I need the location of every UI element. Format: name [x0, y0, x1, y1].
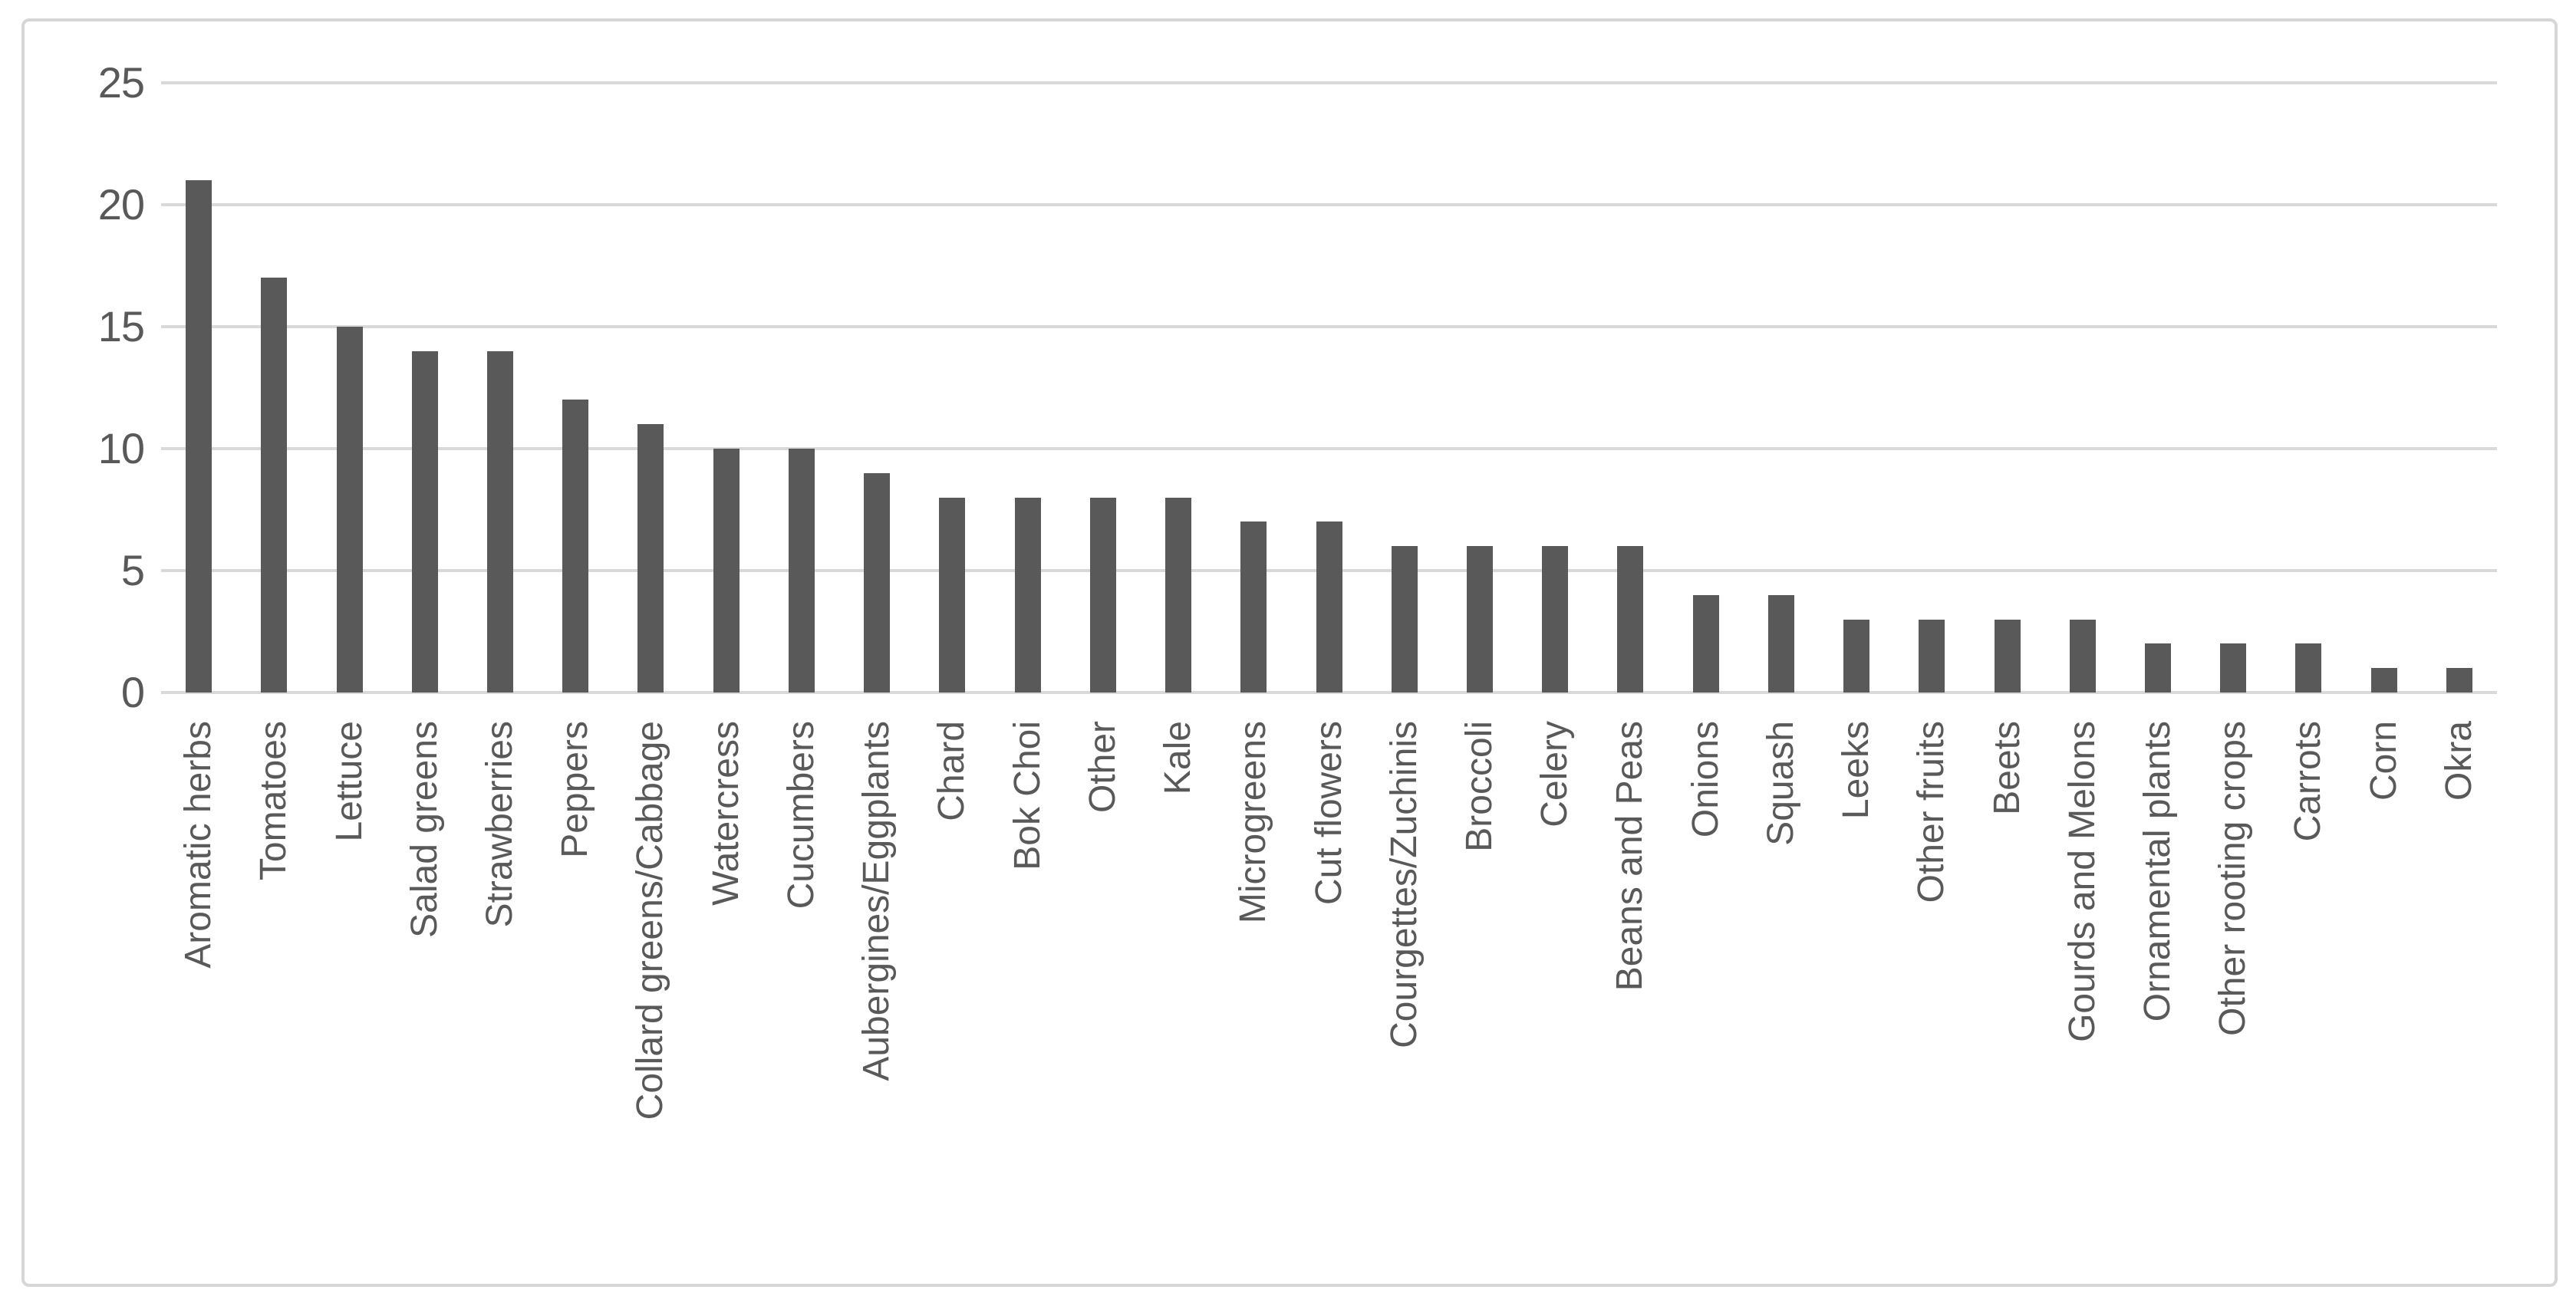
bar — [1089, 497, 1116, 693]
bar — [1542, 546, 1569, 693]
bar — [2446, 668, 2472, 693]
bar — [2069, 619, 2096, 693]
x-axis-category-label: Other fruits — [1911, 721, 1952, 903]
bar — [411, 350, 438, 693]
x-axis-category-label: Chard — [931, 721, 973, 821]
x-axis-category-label: Cucumbers — [780, 721, 822, 910]
x-axis-category-label: Aubergines/Eggplants — [856, 721, 898, 1081]
x-axis-category-label: Beets — [1986, 721, 2028, 815]
bar — [1240, 521, 1267, 693]
x-axis-category-label: Microgreens — [1233, 721, 1274, 924]
bar — [261, 278, 288, 693]
x-axis-category-label: Collard greens/Cabbage — [630, 721, 671, 1120]
bar — [1014, 497, 1041, 693]
x-axis-category-label: Onions — [1685, 721, 1726, 838]
bar — [1767, 594, 1794, 693]
bar — [186, 180, 212, 693]
x-axis-category-label: Celery — [1534, 721, 1576, 827]
x-axis-category-label: Other — [1082, 721, 1123, 814]
x-axis-category-label: Strawberries — [479, 721, 521, 928]
bar — [1165, 497, 1192, 693]
x-axis-category-label: Lettuce — [328, 721, 370, 842]
y-axis-tick-label: 5 — [120, 546, 145, 594]
x-axis-category-label: Peppers — [555, 721, 596, 858]
y-axis-tick-label: 20 — [97, 180, 145, 229]
x-axis-category-label: Squash — [1760, 721, 1801, 846]
x-axis-category-label: Ornamental plants — [2136, 721, 2178, 1022]
x-axis-category-label: Courgettes/Zuchinis — [1383, 721, 1425, 1048]
x-axis-category-label: Corn — [2363, 721, 2404, 801]
y-axis-tick-label: 15 — [97, 302, 145, 350]
x-axis-category-label: Watercress — [705, 721, 746, 906]
bar — [864, 472, 891, 693]
gridline — [161, 81, 2497, 84]
bar — [1466, 546, 1493, 693]
x-axis-category-label: Beans and Peas — [1609, 721, 1651, 992]
x-axis-category-label: Cut flowers — [1308, 721, 1349, 906]
x-axis-category-label: Gourds and Melons — [2061, 721, 2103, 1042]
gridline — [161, 203, 2497, 206]
x-axis-category-label: Kale — [1158, 721, 1199, 795]
x-axis-category-label: Aromatic herbs — [178, 721, 219, 969]
bar — [1919, 619, 1945, 693]
bar — [1843, 619, 1870, 693]
bar — [487, 350, 514, 693]
bar — [637, 424, 664, 693]
bar — [939, 497, 966, 693]
gridline — [161, 325, 2497, 328]
bar — [562, 400, 589, 693]
bar — [713, 449, 740, 693]
bar — [1617, 546, 1644, 693]
bar — [2295, 643, 2322, 693]
bar — [1316, 521, 1342, 693]
bar — [2220, 643, 2247, 693]
y-axis-tick-label: 10 — [97, 424, 145, 472]
x-axis-category-label: Tomatoes — [253, 721, 295, 881]
gridline — [161, 447, 2497, 450]
bar — [1391, 546, 1418, 693]
bar — [336, 327, 363, 693]
bar — [1994, 619, 2021, 693]
x-axis-category-label: Carrots — [2288, 721, 2329, 842]
x-axis-line — [161, 691, 2497, 694]
x-axis-category-label: Bok Choi — [1006, 721, 1048, 870]
bar — [2144, 643, 2171, 693]
x-axis-category-label: Other rooting crops — [2212, 721, 2254, 1036]
x-axis-category-label: Broccoli — [1458, 721, 1500, 852]
chart-frame: 0 5 10 15 20 25 Aromatic herbs Tomatoes Lettuce S… — [21, 18, 2558, 1287]
x-axis-category-label: Leeks — [1836, 721, 1877, 820]
y-axis-tick-label: 25 — [97, 58, 145, 107]
y-axis-tick-label: 0 — [120, 668, 145, 716]
bar — [788, 449, 815, 693]
x-axis-category-label: Salad greens — [404, 721, 445, 938]
x-axis-category-label: Okra — [2438, 721, 2479, 801]
bar — [2370, 668, 2397, 693]
bar — [1692, 594, 1719, 693]
